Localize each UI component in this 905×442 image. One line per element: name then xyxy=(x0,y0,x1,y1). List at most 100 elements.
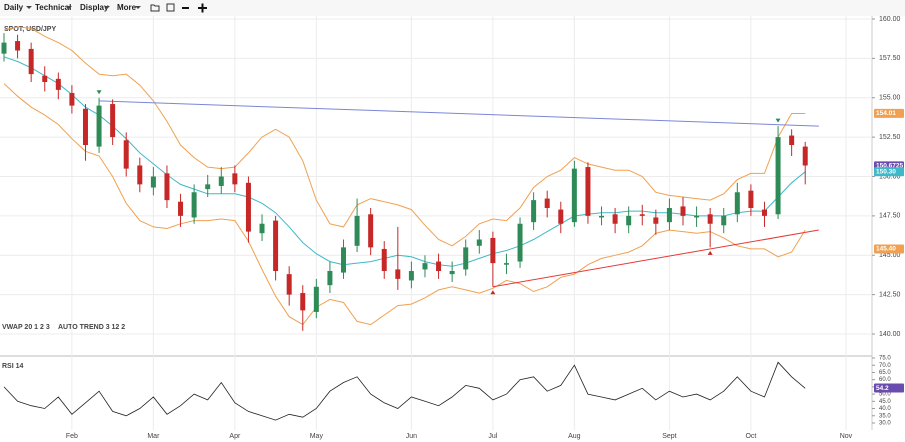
rsi-line xyxy=(3,361,806,421)
candle-body xyxy=(639,214,645,216)
y-tick-label: 50.0 xyxy=(879,392,891,398)
band-line xyxy=(3,26,806,247)
x-tick-label: Feb xyxy=(66,433,78,440)
zoom-in[interactable] xyxy=(198,3,207,13)
candle-body xyxy=(354,215,360,246)
candle-body xyxy=(164,173,170,201)
open-icon[interactable] xyxy=(150,4,160,12)
candle-body xyxy=(748,190,754,208)
y-tick-label: 35.0 xyxy=(879,413,891,419)
candle-body xyxy=(150,176,156,188)
y-tick-label: 142.50 xyxy=(879,291,901,298)
price-tag-label: 154.01 xyxy=(876,110,896,117)
candle-body xyxy=(110,104,116,138)
toolbar xyxy=(0,0,905,16)
y-tick-label: 40.0 xyxy=(879,406,891,412)
y-tick-label: 160.00 xyxy=(879,16,901,23)
candle-body xyxy=(286,274,292,295)
x-tick-label: Sept xyxy=(662,433,676,440)
candle-body xyxy=(571,168,577,223)
candle-body xyxy=(531,200,537,223)
candle-body xyxy=(259,223,265,234)
candle-body xyxy=(680,206,686,216)
pivot-marker xyxy=(775,118,781,123)
candle-body xyxy=(82,108,88,145)
price-tag xyxy=(874,167,904,177)
indicator-label: RSI 14 xyxy=(2,363,24,370)
price-tag-label: 145.40 xyxy=(876,246,896,253)
candle-body xyxy=(55,78,61,90)
candle-body xyxy=(422,263,428,270)
candle-body xyxy=(721,215,727,226)
x-tick-label: Aug xyxy=(568,433,581,440)
candle-body xyxy=(15,41,21,51)
toolbar-button[interactable]: Display xyxy=(80,3,109,12)
dropdown-arrow xyxy=(66,6,72,9)
candle-body xyxy=(694,215,700,218)
y-tick-label: 30.0 xyxy=(879,421,891,427)
toolbar-button[interactable]: Daily xyxy=(4,3,24,12)
band-line xyxy=(3,83,806,326)
y-tick-label: 70.0 xyxy=(879,363,891,369)
candle-body xyxy=(707,214,713,224)
x-tick-label: Apr xyxy=(229,433,241,440)
dropdown-arrow xyxy=(104,6,110,9)
candle-body xyxy=(436,261,442,271)
x-tick-label: May xyxy=(310,433,324,440)
pivot-marker xyxy=(96,90,102,95)
candle-body xyxy=(585,167,591,216)
x-tick-label: Mar xyxy=(147,433,160,440)
y-tick-label: 147.50 xyxy=(879,213,901,220)
candle-body xyxy=(178,201,184,216)
candle-body xyxy=(381,248,387,271)
candle-body xyxy=(775,137,781,215)
y-tick-label: 60.0 xyxy=(879,377,891,383)
y-tick-label: 65.0 xyxy=(879,370,891,376)
candle-body xyxy=(802,146,808,166)
candle-body xyxy=(69,93,75,106)
price-tag xyxy=(874,108,904,118)
candle-body xyxy=(517,223,523,262)
y-tick-label: 145.00 xyxy=(879,252,901,259)
candle-body xyxy=(490,237,496,264)
x-tick-label: Jun xyxy=(406,433,417,440)
price-tag xyxy=(874,383,904,393)
candle-body xyxy=(653,217,659,224)
y-tick-label: 140.00 xyxy=(879,331,901,338)
candle-body xyxy=(558,209,564,224)
candle-body xyxy=(449,271,455,275)
candle-body xyxy=(1,42,7,54)
dropdown-arrow xyxy=(135,6,141,9)
y-tick-label: 150.00 xyxy=(879,173,901,180)
candle-body xyxy=(408,271,414,281)
indicator-label: AUTO TREND 3 12 2 xyxy=(58,324,125,331)
chart-title: SPOT, USD/JPY xyxy=(4,26,56,33)
x-tick-label: Nov xyxy=(840,433,853,440)
candle-body xyxy=(368,214,374,248)
y-tick-label: 45.0 xyxy=(879,399,891,405)
candle-body xyxy=(666,208,672,223)
candle-body xyxy=(28,48,34,75)
candle-body xyxy=(273,220,279,271)
candle-body xyxy=(544,198,550,208)
toolbar-button[interactable]: Technical xyxy=(35,3,71,12)
toolbar-button[interactable]: More xyxy=(117,3,137,12)
candle-body xyxy=(232,173,238,185)
y-tick-label: 75.0 xyxy=(879,356,891,362)
save-icon[interactable] xyxy=(166,3,175,12)
candle-body xyxy=(313,286,319,312)
indicator-label: VWAP 20 1 2 3 xyxy=(2,324,50,331)
dropdown-arrow xyxy=(26,6,32,9)
candle-body xyxy=(395,269,401,279)
candle-body xyxy=(463,247,469,270)
candle-body xyxy=(123,140,129,169)
candle-body xyxy=(341,247,346,273)
candle-body xyxy=(599,215,605,218)
candle-body xyxy=(137,165,143,185)
candle-body xyxy=(42,75,48,82)
y-tick-label: 155.00 xyxy=(879,95,901,102)
trend-line xyxy=(99,100,819,127)
y-tick-label: 157.50 xyxy=(879,55,901,62)
candle-body xyxy=(789,135,795,145)
